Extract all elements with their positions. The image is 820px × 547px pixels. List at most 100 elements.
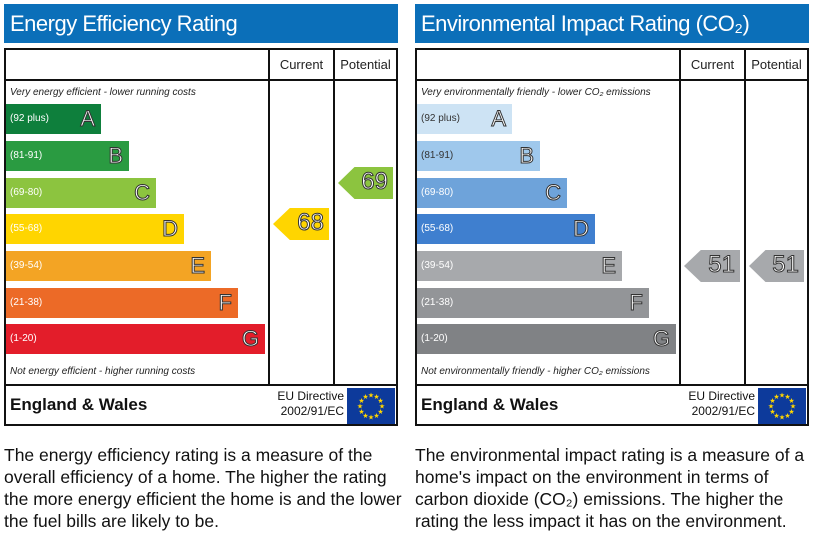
top-note: Very energy efficient - lower running co… (10, 87, 196, 98)
band-letter: B (519, 143, 535, 169)
band-d: (55-68) D (417, 214, 595, 244)
band-range: (1-20) (10, 333, 37, 344)
bottom-note: Not environmentally friendly - higher CO… (421, 366, 650, 377)
band-range: (81-91) (421, 150, 454, 161)
band-range: (55-68) (421, 223, 454, 234)
band-range: (21-38) (421, 297, 454, 308)
band-letter: G (652, 326, 670, 352)
chart-title: Environmental Impact Rating (CO₂) (415, 4, 809, 43)
svg-text:★: ★ (768, 403, 774, 411)
band-range: (21-38) (10, 297, 43, 308)
divider (6, 384, 396, 386)
svg-text:★: ★ (773, 393, 779, 401)
svg-text:★: ★ (358, 408, 364, 416)
potential-rating-value: 69 (361, 168, 389, 196)
svg-text:★: ★ (358, 397, 364, 405)
divider (268, 50, 270, 384)
eu-directive-line2: 2002/91/EC (691, 404, 755, 418)
band-range: (39-54) (10, 260, 43, 271)
svg-text:★: ★ (368, 392, 374, 400)
svg-text:★: ★ (368, 414, 374, 422)
band-c: (69-80) C (417, 178, 567, 208)
potential-rating-arrow: 51 (749, 250, 804, 282)
rating-table: Current Potential Very environmentally f… (415, 48, 809, 426)
band-range: (92 plus) (421, 113, 460, 124)
band-letter: E (190, 253, 206, 279)
band-f: (21-38) F (417, 288, 649, 318)
footer: England & Wales EU Directive 2002/91/EC ★… (6, 386, 396, 424)
divider (333, 50, 335, 384)
svg-text:★: ★ (362, 412, 368, 420)
band-range: (69-80) (10, 187, 43, 198)
eu-directive-line1: EU Directive (688, 389, 755, 403)
band-b: (81-91) B (417, 141, 540, 171)
current-rating-arrow: 51 (684, 250, 740, 282)
potential-rating-value: 51 (772, 251, 800, 279)
divider (6, 79, 396, 81)
svg-text:★: ★ (357, 403, 363, 411)
divider (744, 50, 746, 384)
band-e: (39-54) E (417, 251, 622, 281)
svg-text:★: ★ (779, 392, 785, 400)
divider (417, 79, 807, 81)
band-letter: F (629, 290, 643, 316)
band-b: (81-91) B (6, 141, 129, 171)
band-letter: F (218, 290, 232, 316)
band-d: (55-68) D (6, 214, 184, 244)
band-letter: B (108, 143, 124, 169)
current-column-header: Current (279, 57, 324, 72)
band-range: (81-91) (10, 150, 43, 161)
current-rating-value: 51 (708, 251, 736, 279)
eu-directive-line1: EU Directive (277, 389, 344, 403)
svg-text:★: ★ (784, 412, 790, 420)
band-g: (1-20) G (417, 324, 676, 354)
energy-efficiency-panel: Energy Efficiency Rating Current Potenti… (0, 0, 402, 547)
band-letter: A (491, 106, 507, 132)
eu-flag-icon: ★★★★★★★★★ ★ ★★ (758, 388, 806, 424)
band-a: (92 plus) A (417, 104, 512, 134)
bottom-note: Not energy efficient - higher running co… (10, 366, 196, 377)
svg-text:★: ★ (769, 408, 775, 416)
svg-text:★: ★ (769, 397, 775, 405)
svg-text:★: ★ (362, 393, 368, 401)
svg-text:★: ★ (788, 397, 794, 405)
chart-description: The environmental impact rating is a mea… (415, 445, 805, 531)
divider (679, 50, 681, 384)
svg-text:★: ★ (788, 408, 794, 416)
svg-text:★: ★ (784, 393, 790, 401)
band-c: (69-80) C (6, 178, 156, 208)
region-label: England & Wales (10, 395, 148, 414)
potential-rating-arrow: 69 (338, 167, 393, 199)
svg-text:★: ★ (779, 414, 785, 422)
band-range: (69-80) (421, 187, 454, 198)
band-letter: D (573, 216, 590, 242)
svg-text:★: ★ (379, 403, 385, 411)
svg-text:★: ★ (773, 412, 779, 420)
eu-directive-line2: 2002/91/EC (280, 404, 344, 418)
svg-text:★: ★ (373, 393, 379, 401)
potential-column-header: Potential (751, 57, 802, 72)
svg-text:★: ★ (373, 412, 379, 420)
top-note: Very environmentally friendly - lower CO… (421, 87, 651, 98)
current-rating-value: 68 (297, 209, 325, 237)
band-f: (21-38) F (6, 288, 238, 318)
eu-flag-icon: ★★★★★★★★★ ★ ★★ (347, 388, 395, 424)
environmental-impact-panel: Environmental Impact Rating (CO₂) Curren… (411, 0, 809, 547)
band-range: (55-68) (10, 223, 43, 234)
region-label: England & Wales (421, 395, 559, 414)
band-e: (39-54) E (6, 251, 211, 281)
divider (417, 384, 807, 386)
potential-column-header: Potential (340, 57, 391, 72)
chart-title: Energy Efficiency Rating (4, 4, 398, 43)
band-letter: A (80, 106, 96, 132)
current-rating-arrow: 68 (273, 208, 329, 240)
band-range: (92 plus) (10, 113, 49, 124)
eu-directive: EU Directive 2002/91/EC (274, 389, 344, 419)
band-letter: D (162, 216, 179, 242)
band-letter: C (134, 180, 151, 206)
current-column-header: Current (690, 57, 735, 72)
band-g: (1-20) G (6, 324, 265, 354)
svg-text:★: ★ (377, 397, 383, 405)
band-range: (39-54) (421, 260, 454, 271)
svg-text:★: ★ (790, 403, 796, 411)
